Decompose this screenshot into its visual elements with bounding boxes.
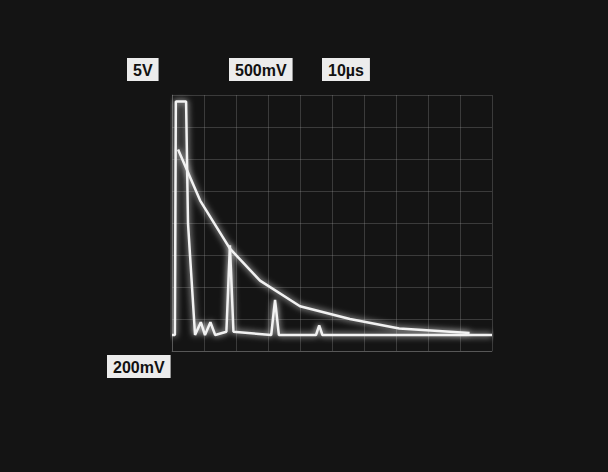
svg-text:5V: 5V bbox=[133, 62, 153, 79]
svg-text:200mV: 200mV bbox=[113, 359, 165, 376]
svg-text:500mV: 500mV bbox=[235, 62, 287, 79]
svg-text:10µs: 10µs bbox=[328, 62, 364, 79]
